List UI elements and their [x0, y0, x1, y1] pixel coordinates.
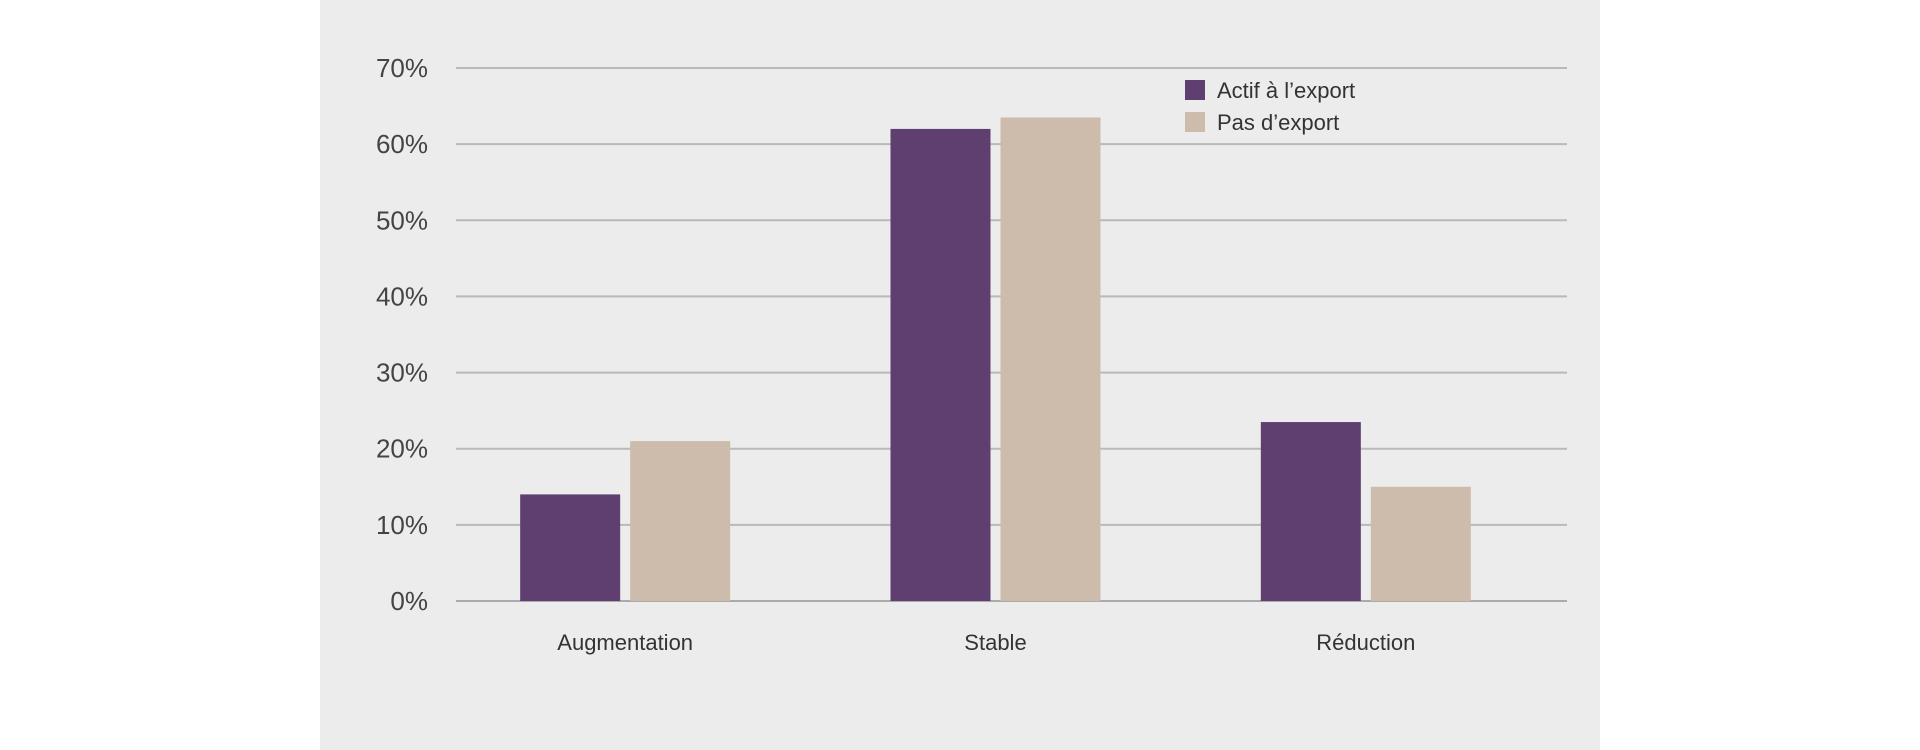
x-axis-categories: Augmentation Stable Réduction — [557, 630, 1415, 655]
bars — [520, 117, 1471, 601]
x-category-label: Réduction — [1316, 630, 1415, 655]
y-tick-label: 70% — [376, 53, 428, 83]
y-tick-label: 0% — [390, 586, 428, 616]
bar-augmentation-series-2[interactable] — [630, 441, 731, 601]
bar-stable-series-1[interactable] — [890, 128, 991, 601]
bar-réduction-series-2[interactable] — [1370, 486, 1471, 601]
legend-swatch — [1185, 80, 1205, 100]
y-tick-label: 10% — [376, 510, 428, 540]
x-category-label: Augmentation — [557, 630, 693, 655]
bar-augmentation-series-1[interactable] — [520, 494, 621, 601]
legend-label: Actif à l’export — [1217, 78, 1355, 103]
legend[interactable]: Actif à l’export Pas d’export — [1185, 78, 1355, 135]
chart-panel: 0% 10% 20% 30% 40% 50% 60% 70% Augmentation Stab… — [320, 0, 1600, 750]
bar-réduction-series-1[interactable] — [1260, 422, 1361, 601]
legend-label: Pas d’export — [1217, 110, 1339, 135]
y-tick-label: 30% — [376, 358, 428, 388]
y-axis-ticks: 0% 10% 20% 30% 40% 50% 60% 70% — [376, 53, 428, 616]
bar-stable-series-2[interactable] — [1000, 117, 1101, 601]
y-tick-label: 50% — [376, 205, 428, 235]
y-tick-label: 40% — [376, 281, 428, 311]
y-tick-label: 20% — [376, 434, 428, 464]
x-category-label: Stable — [964, 630, 1026, 655]
bar-chart: 0% 10% 20% 30% 40% 50% 60% 70% Augmentation Stab… — [376, 53, 1567, 655]
y-tick-label: 60% — [376, 129, 428, 159]
legend-swatch — [1185, 112, 1205, 132]
